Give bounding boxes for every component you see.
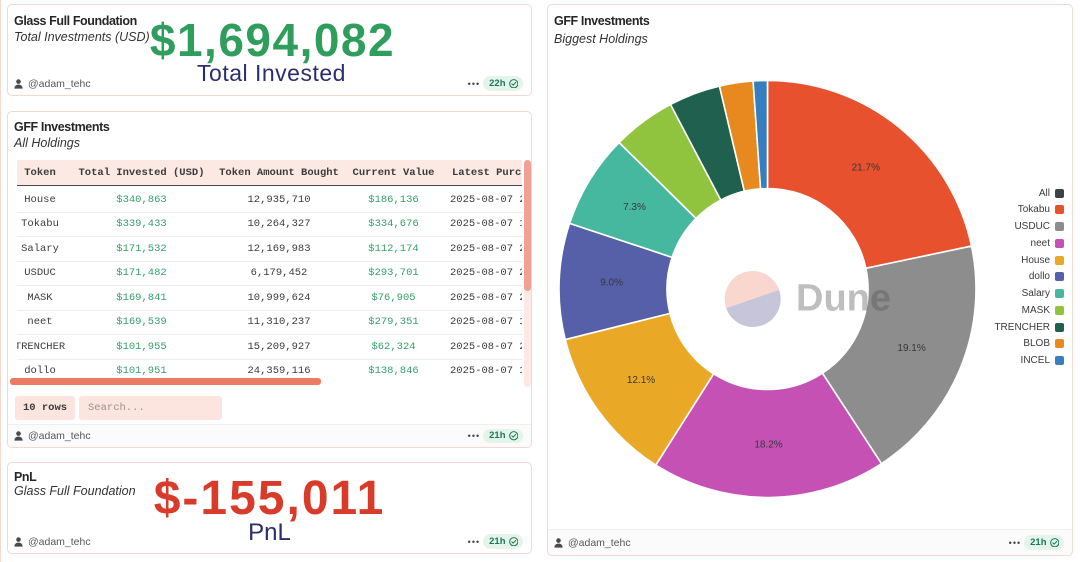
svg-text:Dune: Dune [796,278,891,320]
svg-text:12.1%: 12.1% [627,375,655,386]
svg-text:19.1%: 19.1% [897,343,925,354]
svg-text:21.7%: 21.7% [852,162,880,173]
svg-text:9.0%: 9.0% [600,278,623,289]
svg-text:18.2%: 18.2% [754,440,782,451]
svg-text:7.3%: 7.3% [623,202,646,213]
